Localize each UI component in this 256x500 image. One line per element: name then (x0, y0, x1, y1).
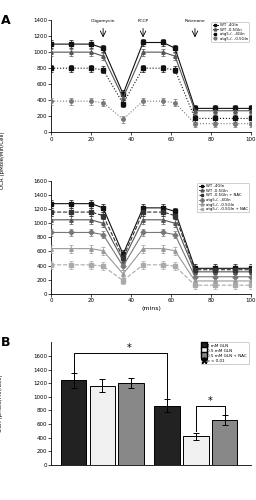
Text: B: B (1, 336, 11, 349)
Bar (61, 380, 87, 465)
Legend: WT -4Gln, WT -0.5Gln, WT -0.5Gln + NAC, atg5-/- -4Gln, atg5-/- -0.5Gln, atg5-/- : WT -4Gln, WT -0.5Gln, WT -0.5Gln + NAC, … (197, 183, 249, 212)
Text: OCR (pMole/Min/Cell): OCR (pMole/Min/Cell) (0, 131, 5, 189)
Text: A: A (1, 14, 11, 28)
X-axis label: (mins): (mins) (141, 306, 161, 310)
Text: *: * (127, 342, 132, 352)
Y-axis label: OCR (pMole/Min/Cell): OCR (pMole/Min/Cell) (0, 375, 3, 432)
Text: FCCP: FCCP (137, 20, 149, 24)
Text: *: * (208, 396, 213, 406)
Bar (118, 383, 144, 465)
Legend: WT -4Gln, WT -0.5Gln, atg5-/- -4Gln, atg5-/- -0.5Gln: WT -4Gln, WT -0.5Gln, atg5-/- -4Gln, atg… (211, 22, 249, 42)
Text: Rotenone: Rotenone (185, 20, 205, 24)
Bar (154, 406, 180, 465)
Bar (212, 420, 238, 465)
Bar (183, 436, 209, 465)
Bar (90, 386, 115, 465)
Legend: 4 mM GLN, 0.5 mM GLN, 0.5 mM GLN + NAC, p < 0.01: 4 mM GLN, 0.5 mM GLN, 0.5 mM GLN + NAC, … (201, 342, 249, 364)
Text: Oligomycin: Oligomycin (91, 20, 115, 24)
